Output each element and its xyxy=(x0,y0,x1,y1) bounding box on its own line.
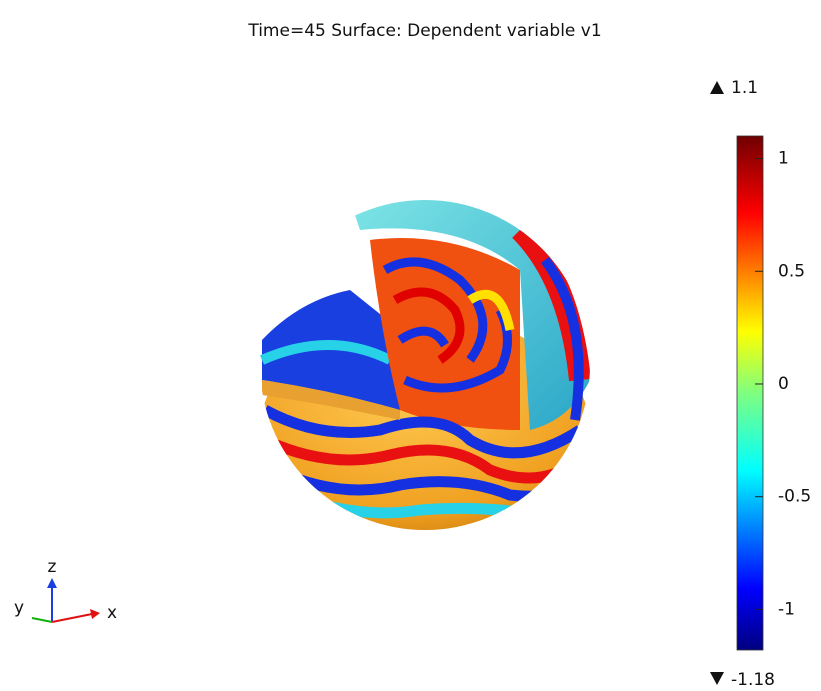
colorbar xyxy=(736,135,764,651)
min-marker xyxy=(710,672,724,685)
surface-render xyxy=(260,200,590,530)
colorbar-tick-label: 1 xyxy=(778,149,789,169)
max-marker xyxy=(710,81,724,94)
colorbar-tick-label: 0 xyxy=(778,374,789,394)
axis-label: z xyxy=(48,557,57,577)
axis-label: y xyxy=(14,598,24,618)
colorbar-tick-label: -1 xyxy=(778,599,795,619)
colorbar-tick-label: -0.5 xyxy=(778,487,811,507)
min-label: -1.18 xyxy=(731,670,775,690)
axes-triad: z y x xyxy=(14,557,117,623)
colorbar-tick-label: 0.5 xyxy=(778,261,805,281)
axis-label: x xyxy=(107,603,117,623)
max-label: 1.1 xyxy=(731,78,758,98)
plot-title: Time=45 Surface: Dependent variable v1 xyxy=(247,21,601,41)
